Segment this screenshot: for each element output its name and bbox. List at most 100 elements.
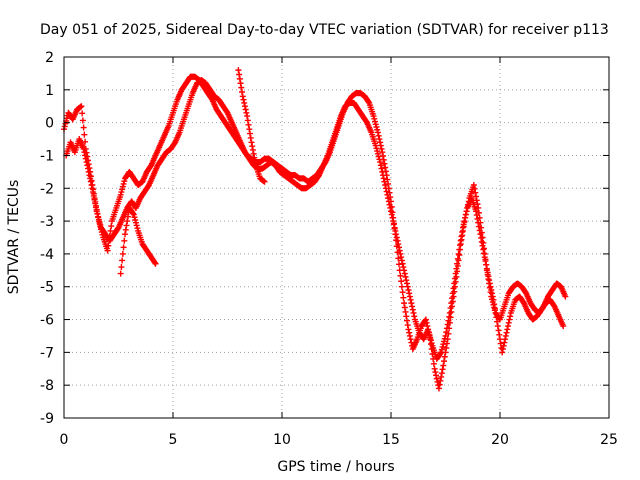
data-point-fill (402, 273, 409, 280)
data-point-fill (84, 162, 91, 169)
data-point-fill (485, 273, 492, 280)
x-tick-label: 5 (169, 432, 178, 448)
data-point-fill (146, 164, 153, 171)
data-point-fill (438, 373, 445, 380)
data-point-fill (364, 97, 371, 104)
data-point-fill (372, 118, 379, 125)
data-point-fill (449, 295, 456, 302)
data-point-fill (240, 96, 247, 103)
data-point-fill (436, 381, 443, 388)
data-point-fill (454, 260, 461, 267)
data-point-fill (86, 172, 93, 179)
data-point-fill (232, 127, 239, 134)
data-point-fill (507, 313, 514, 320)
data-point-fill (462, 211, 469, 218)
y-tick-label: -3 (40, 214, 54, 230)
data-point (405, 326, 412, 333)
data-point-fill (123, 222, 130, 229)
data-point-fill (92, 204, 99, 211)
data-point-fill (79, 117, 86, 124)
data-point (84, 165, 91, 172)
data-point-fill (252, 158, 259, 165)
data-point-fill (440, 341, 447, 348)
data-point-fill (502, 336, 509, 343)
data-point-fill (451, 275, 458, 282)
data-point-fill (474, 215, 481, 222)
data-point-fill (383, 188, 390, 195)
data-point-fill (130, 210, 137, 217)
data-point (435, 385, 442, 392)
data-series (63, 76, 567, 362)
data-point-fill (410, 309, 417, 316)
data-point-fill (118, 189, 125, 196)
data-point-fill (249, 146, 256, 153)
data-point-fill (244, 153, 251, 160)
data-point (446, 309, 453, 316)
data-point-fill (382, 164, 389, 171)
data-point-fill (380, 175, 387, 182)
data-point-fill (382, 185, 389, 192)
y-axis-label: SDTVAR / TECUs (6, 180, 22, 295)
data-point-fill (408, 300, 415, 307)
y-tick-label: -9 (40, 411, 54, 427)
data-point-fill (243, 109, 250, 116)
data-point-fill (180, 118, 187, 125)
y-tick-label: -8 (40, 378, 54, 394)
data-point-fill (489, 293, 496, 300)
data-point-fill (427, 334, 434, 341)
data-point-fill (450, 285, 457, 292)
data-point-fill (374, 148, 381, 155)
data-point-fill (114, 226, 121, 233)
data-point-fill (205, 84, 212, 91)
data-point-fill (80, 124, 87, 131)
data-point-fill (404, 322, 411, 329)
data-point-fill (88, 181, 95, 188)
data-point-fill (374, 126, 381, 133)
data-point-fill (377, 142, 384, 149)
data-point-fill (260, 178, 267, 185)
data-point-fill (496, 331, 503, 338)
data-point-fill (90, 192, 97, 199)
data-point-fill (561, 291, 568, 298)
data-point-fill (372, 140, 379, 147)
data-point-fill (409, 306, 416, 313)
data-point-fill (459, 229, 466, 236)
data-point-fill (501, 339, 508, 346)
data-point-fill (439, 366, 446, 373)
data-point-fill (96, 219, 103, 226)
data-point-fill (87, 178, 94, 185)
axes: 0 5 10 15 20 25 -9 -8 -7 -6 -5 -4 -3 -2 -1 0 1 2 (40, 50, 618, 448)
data-point (390, 218, 397, 225)
data-point-fill (142, 245, 149, 252)
data-point-fill (146, 252, 153, 259)
data-point-fill (441, 338, 448, 345)
data-point-fill (432, 369, 439, 376)
data-point-fill (443, 329, 450, 336)
data-point-fill (473, 193, 480, 200)
data-point-fill (380, 172, 387, 179)
data-point-fill (497, 336, 503, 343)
data-point-fill (397, 250, 404, 257)
data-point (407, 296, 414, 303)
data-point (451, 280, 458, 287)
data-point-fill (79, 110, 86, 117)
data-point-fill (119, 216, 126, 223)
data-point-fill (81, 131, 88, 138)
data-point-fill (406, 293, 413, 300)
y-tick-label: 2 (45, 50, 54, 66)
data-point-fill (406, 290, 413, 297)
data-point-fill (112, 207, 119, 214)
x-tick-label: 0 (60, 432, 69, 448)
data-point-fill (427, 337, 434, 344)
data-point-fill (409, 303, 416, 310)
data-point-fill (90, 189, 97, 196)
data-point (442, 332, 449, 339)
data-point-fill (425, 329, 432, 336)
data-point-fill (62, 120, 69, 127)
data-point (481, 254, 488, 261)
data-point-fill (390, 221, 397, 228)
data-point-fill (378, 165, 385, 172)
data-point-fill (443, 325, 450, 332)
data-point-fill (448, 300, 455, 307)
data-point-fill (471, 185, 478, 192)
